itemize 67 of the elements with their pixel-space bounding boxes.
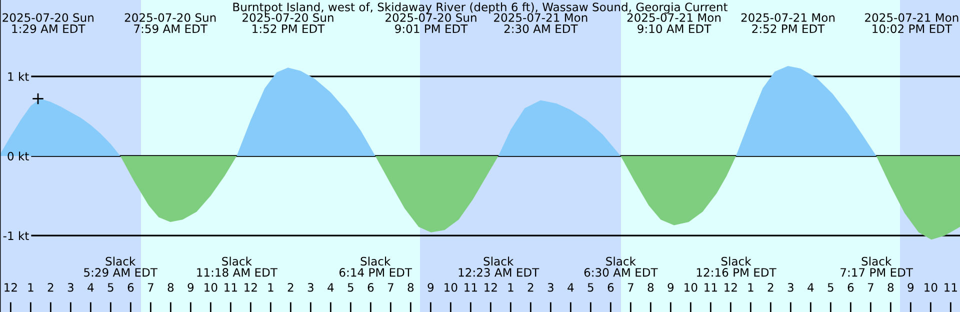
x-tick-label: 12: [724, 283, 737, 292]
x-tick-label: 1: [748, 283, 754, 292]
x-tick-label: 4: [568, 283, 574, 292]
x-tick-label: 4: [808, 283, 814, 292]
y-tick-label: -1 kt: [3, 231, 29, 240]
x-tick-label: 3: [548, 283, 554, 292]
x-tick-label: 1: [508, 283, 514, 292]
x-tick-label: 12: [4, 283, 17, 292]
x-tick-label: 4: [328, 283, 334, 292]
x-tick-label: 7: [388, 283, 394, 292]
x-tick-label: 5: [348, 283, 354, 292]
annotation: 2025-07-20 Sun 1:52 PM EDT: [242, 13, 334, 34]
x-tick-label: 2: [528, 283, 534, 292]
x-tick-label: 3: [308, 283, 314, 292]
annotation: Slack 12:16 PM EDT: [696, 256, 776, 277]
x-tick-label: 5: [828, 283, 834, 292]
x-tick-label: 1: [28, 283, 34, 292]
x-tick-label: 2: [48, 283, 54, 292]
x-tick-label: 2: [768, 283, 774, 292]
x-tick-label: 8: [888, 283, 894, 292]
annotation: 2025-07-21 Mon 2:52 PM EDT: [741, 13, 835, 34]
annotation: 2025-07-21 Mon 9:10 AM EDT: [627, 13, 721, 34]
x-tick-label: 5: [108, 283, 114, 292]
y-tick-label: 0 kt: [8, 152, 29, 161]
x-tick-label: 12: [484, 283, 497, 292]
x-tick-label: 6: [848, 283, 854, 292]
x-tick-label: 2: [288, 283, 294, 292]
x-tick-label: 10: [924, 283, 938, 292]
x-tick-label: 8: [408, 283, 414, 292]
x-tick-label: 10: [684, 283, 698, 292]
x-tick-label: 9: [428, 283, 434, 292]
x-tick-label: 10: [204, 283, 218, 292]
x-tick-label: 3: [68, 283, 74, 292]
x-tick-label: 9: [908, 283, 914, 292]
annotation: Slack 6:30 AM EDT: [584, 256, 658, 277]
annotation: Slack 5:29 AM EDT: [84, 256, 158, 277]
x-tick-label: 6: [368, 283, 374, 292]
x-tick-label: 9: [188, 283, 194, 292]
x-tick-label: 1: [268, 283, 274, 292]
x-tick-label: 8: [168, 283, 174, 292]
annotation: 2025-07-20 Sun 1:29 AM EDT: [2, 13, 94, 34]
annotation: Slack 7:17 PM EDT: [840, 256, 914, 277]
annotation: 2025-07-21 Mon 2:30 AM EDT: [494, 13, 588, 34]
annotation: 2025-07-20 Sun 9:01 PM EDT: [386, 13, 476, 34]
annotation: 2025-07-21 Mon 10:02 PM EDT: [865, 13, 958, 34]
annotation: Slack 12:23 AM EDT: [458, 256, 540, 277]
x-tick-label: 4: [88, 283, 94, 292]
x-tick-label: 8: [648, 283, 654, 292]
x-tick-label: 7: [148, 283, 154, 292]
x-tick-label: 3: [788, 283, 794, 292]
x-tick-label: 7: [868, 283, 874, 292]
x-tick-label: 10: [444, 283, 458, 292]
annotation: Slack 6:14 PM EDT: [339, 256, 412, 277]
x-tick-label: 6: [608, 283, 614, 292]
annotation: 2025-07-20 Sun 7:59 AM EDT: [124, 13, 216, 34]
x-tick-label: 12: [244, 283, 257, 292]
x-tick-label: 5: [588, 283, 594, 292]
x-tick-label: 9: [668, 283, 674, 292]
x-tick-label: 7: [628, 283, 634, 292]
x-tick-label: 11: [704, 283, 717, 292]
chart-title: Burntpot Island, west of, Skidaway River (depth 6 ft), Wassaw Sound, Georgia Current: [233, 2, 728, 14]
x-tick-label: 6: [128, 283, 134, 292]
annotation: Slack 11:18 AM EDT: [197, 256, 278, 277]
x-tick-label: 11: [944, 283, 957, 292]
x-tick-label: 11: [224, 283, 237, 292]
x-tick-label: 11: [464, 283, 477, 292]
y-tick-label: 1 kt: [8, 72, 29, 81]
